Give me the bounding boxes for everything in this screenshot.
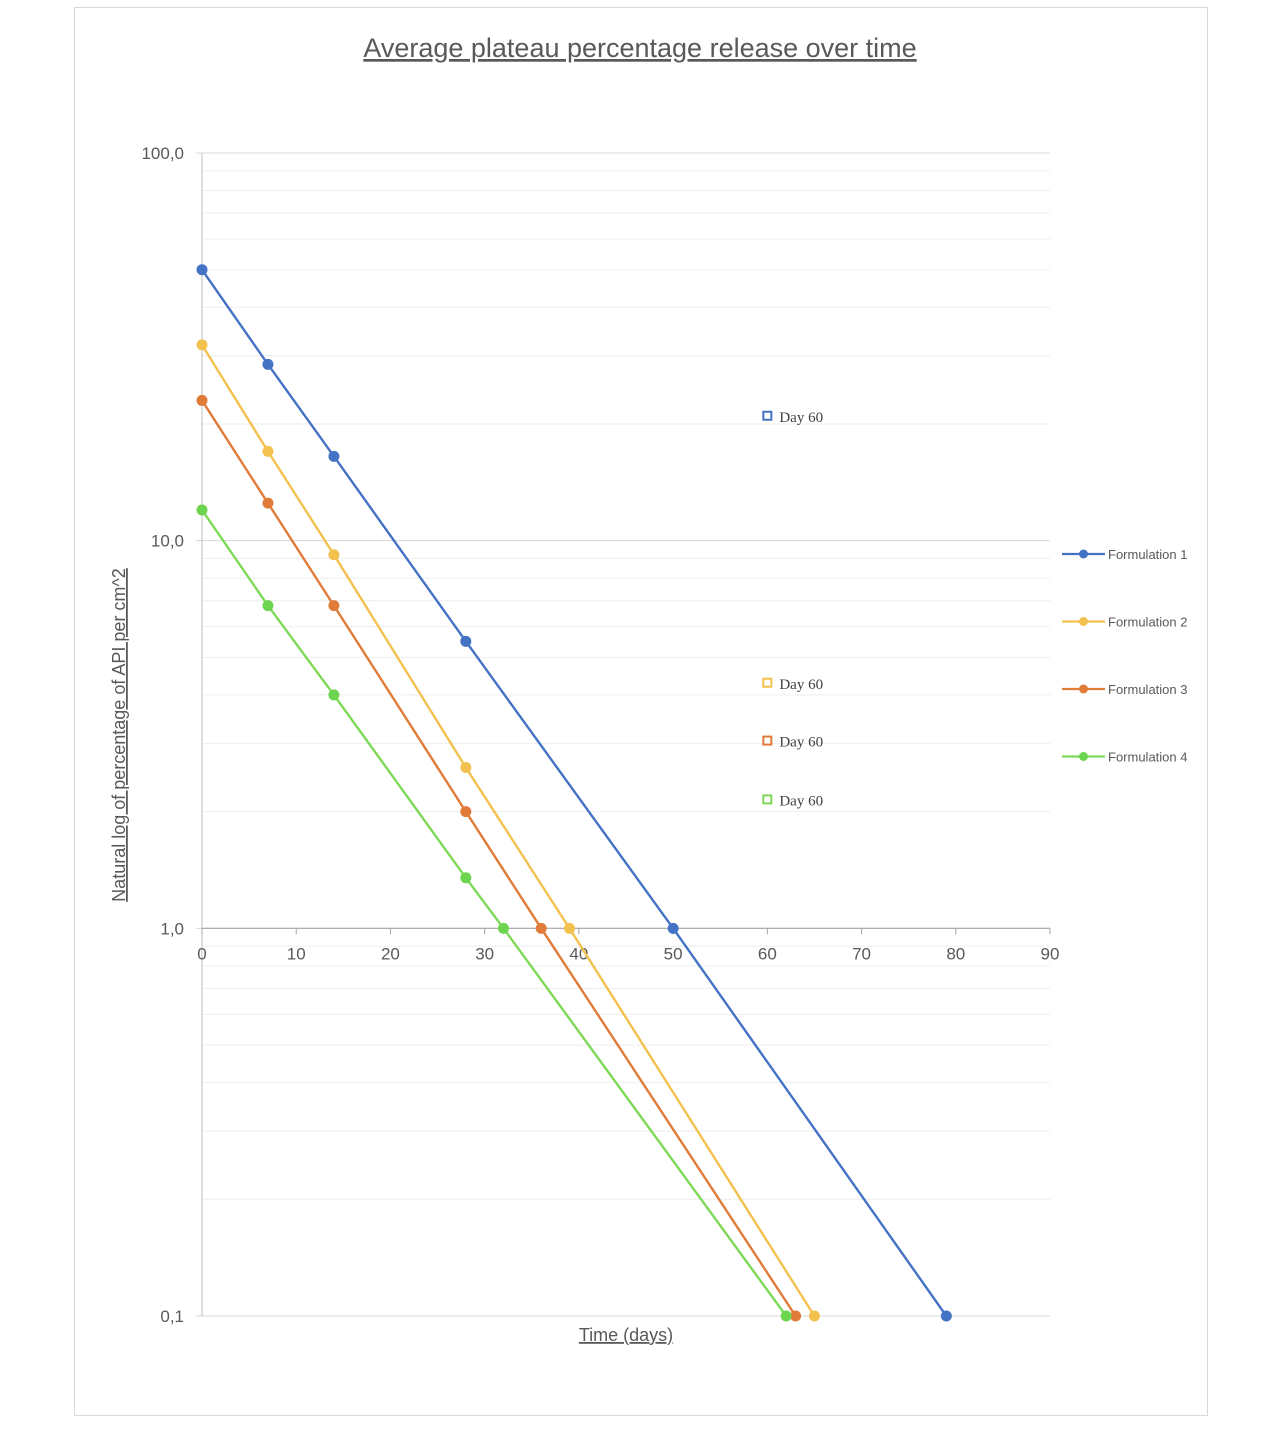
x-tick-label: 10: [287, 944, 306, 963]
data-point-series-4: [460, 872, 472, 884]
annotation-label: Day 60: [779, 793, 823, 809]
data-point-series-2: [262, 445, 274, 457]
data-point-series-4: [780, 1310, 792, 1322]
annotation-marker: [762, 735, 773, 746]
chart-title: Average plateau percentage release over …: [363, 33, 916, 63]
legend-marker: [1079, 549, 1088, 559]
legend-label: Formulation 4: [1108, 750, 1187, 765]
data-point-series-1: [328, 450, 340, 462]
y-tick-label: 0,1: [160, 1307, 184, 1326]
data-point-series-2: [196, 339, 208, 351]
data-point-series-1: [940, 1310, 952, 1322]
y-tick-label: 100,0: [141, 144, 184, 163]
data-point-series-2: [460, 761, 472, 773]
data-point-series-1: [460, 635, 472, 647]
legend-marker: [1079, 617, 1088, 626]
annotation-marker: [762, 794, 773, 805]
annotations: Day 60 Day 60 Day 60 Day 60: [762, 410, 823, 809]
data-point-series-4: [498, 922, 510, 934]
series-line-4: [201, 509, 788, 1317]
data-point-series-2: [808, 1310, 820, 1322]
series-line-1: [201, 269, 948, 1317]
x-tick-label: 60: [758, 944, 777, 963]
x-tick-label: 50: [664, 944, 683, 963]
y-tick-label: 10,0: [151, 532, 184, 551]
series-line-2: [200, 344, 816, 1317]
data-point-series-3: [328, 600, 340, 612]
legend-label: Formulation 2: [1108, 615, 1187, 630]
legend-marker: [1079, 752, 1088, 761]
data-point-series-1: [196, 264, 208, 276]
annotation-marker: [762, 410, 773, 421]
data-point-series-2: [563, 922, 575, 934]
annotation-label: Day 60: [779, 735, 823, 751]
data-point-series-4: [196, 504, 208, 516]
data-point-series-2: [328, 549, 340, 561]
annotation-label: Day 60: [779, 677, 823, 693]
data-point-series-3: [790, 1310, 802, 1322]
chart-frame: [74, 7, 1208, 1416]
y-tick-label: 1,0: [160, 919, 184, 938]
data-point-series-3: [196, 394, 208, 406]
data-point-series-3: [262, 497, 274, 509]
data-point-series-1: [262, 358, 274, 370]
data-point-series-1: [667, 922, 679, 934]
x-tick-label: 0: [197, 944, 206, 963]
annotation-label: Day 60: [779, 410, 823, 426]
data-point-series-3: [460, 806, 472, 818]
legend-label: Formulation 3: [1108, 682, 1187, 697]
x-tick-label: 90: [1041, 944, 1060, 963]
x-tick-label: 30: [475, 944, 494, 963]
y-axis-title: Natural log of percentage of API per cm^…: [109, 568, 129, 902]
x-axis-title: Time (days): [579, 1325, 673, 1345]
legend-label: Formulation 1: [1108, 547, 1187, 562]
annotation-marker: [762, 677, 773, 688]
x-tick-label: 20: [381, 944, 400, 963]
data-point-series-4: [262, 600, 274, 612]
data-point-series-4: [328, 689, 340, 701]
legend: Formulation 1 Formulation 2 Formulation 3 F…: [1062, 547, 1187, 765]
data-point-series-3: [535, 922, 547, 934]
plot-area: [196, 264, 952, 1322]
gridlines: [196, 152, 1050, 1317]
x-tick-label: 70: [852, 944, 871, 963]
series-line-3: [200, 399, 797, 1317]
legend-marker: [1079, 684, 1088, 694]
x-tick-label: 80: [946, 944, 965, 963]
